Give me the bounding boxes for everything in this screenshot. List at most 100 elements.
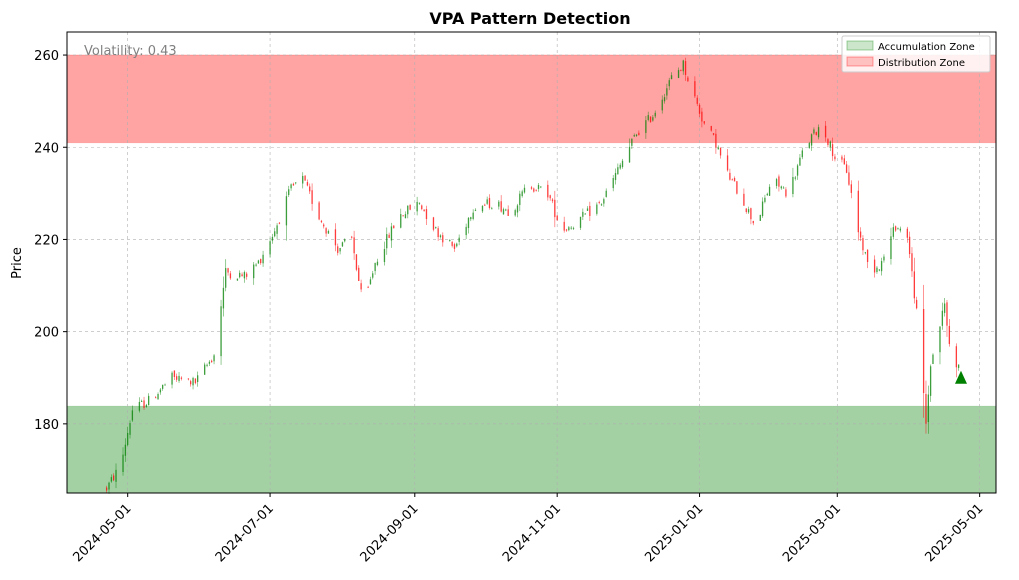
candle-up <box>801 150 803 158</box>
candle-up <box>876 267 878 273</box>
candle-up <box>668 80 670 87</box>
candle-down <box>834 156 836 160</box>
candle-down <box>696 97 698 104</box>
candle-down <box>500 201 502 212</box>
candle-down <box>437 228 439 238</box>
candle-up <box>404 214 407 219</box>
candle-up <box>465 226 467 236</box>
candle-down <box>154 397 157 399</box>
candle-up <box>883 256 885 261</box>
candle-up <box>614 172 617 181</box>
candle-up <box>418 202 421 204</box>
legend-label-distribution: Distribution Zone <box>878 58 965 69</box>
candle-up <box>635 134 638 136</box>
candle-up <box>271 236 274 241</box>
candle-up <box>792 176 794 195</box>
candle-up <box>178 375 180 381</box>
candle-up <box>374 262 376 272</box>
candle-up <box>204 364 206 375</box>
y-tick-label: 220 <box>34 233 59 248</box>
candle-up <box>108 482 110 490</box>
candle-down <box>488 198 491 209</box>
candle-up <box>939 326 941 353</box>
candle-down <box>913 271 916 299</box>
candle-up <box>449 239 451 241</box>
candle-down <box>425 209 428 220</box>
candle-up <box>666 88 668 96</box>
candle-up <box>621 160 624 168</box>
candle-up <box>586 208 589 211</box>
candle-down <box>715 133 717 148</box>
candle-up <box>633 135 635 137</box>
candle-down <box>925 393 927 424</box>
candle-up <box>516 205 519 213</box>
candle-down <box>843 158 845 165</box>
candle-up <box>568 227 570 231</box>
candle-up <box>236 278 239 281</box>
candle-up <box>208 361 211 364</box>
candle-up <box>390 226 393 241</box>
candle-up <box>115 469 117 482</box>
candle-up <box>764 197 766 202</box>
candle-down <box>451 241 453 246</box>
candle-up <box>808 143 810 149</box>
candle-up <box>456 243 458 247</box>
candle-up <box>192 377 194 386</box>
candle-up <box>631 138 633 146</box>
candle-up <box>159 389 162 393</box>
candle-up <box>140 400 143 402</box>
candle-up <box>654 112 656 117</box>
candle-up <box>126 432 129 446</box>
candle-up <box>386 234 388 249</box>
candle-up <box>537 185 540 189</box>
candle-up <box>878 269 880 271</box>
candle-up <box>943 303 946 313</box>
candle-down <box>684 61 687 75</box>
candle-up <box>682 60 684 72</box>
candle-up <box>213 355 215 362</box>
candle-up <box>302 175 304 184</box>
candle-up <box>383 248 386 263</box>
candle-down <box>227 268 229 273</box>
candle-up <box>661 99 663 111</box>
legend-label-accumulation: Accumulation Zone <box>878 42 975 53</box>
candle-down <box>194 378 197 384</box>
candle-down <box>351 236 353 238</box>
buy-signal-marker <box>954 370 967 384</box>
candle-down <box>848 172 850 185</box>
candle-down <box>736 181 738 194</box>
candle-down <box>873 259 876 273</box>
candle-up <box>400 214 402 228</box>
candle-up <box>570 227 572 229</box>
candle-up <box>262 254 264 264</box>
candle-down <box>533 188 535 192</box>
candle-down <box>694 81 696 97</box>
candle-up <box>899 228 901 231</box>
candle-down <box>726 155 729 171</box>
candle-up <box>612 178 614 189</box>
candle-down <box>827 139 829 146</box>
candle-up <box>157 394 159 400</box>
candle-up <box>540 186 542 188</box>
candle-up <box>890 236 892 260</box>
candle-down <box>752 220 754 224</box>
candle-up <box>579 216 582 228</box>
candle-up <box>239 272 241 278</box>
candle-up <box>813 129 815 134</box>
candle-up <box>290 184 292 189</box>
candle-up <box>794 177 796 179</box>
candle-down <box>743 193 745 206</box>
candle-up <box>255 264 257 266</box>
candle-down <box>547 184 549 198</box>
candle-down <box>173 370 176 377</box>
candle-down <box>442 235 444 243</box>
candle-up <box>491 208 493 210</box>
candle-up <box>372 273 374 278</box>
candle-up <box>523 187 526 193</box>
candle-up <box>605 190 607 197</box>
candle-down <box>649 116 652 123</box>
candle-up <box>647 115 649 120</box>
candle-up <box>220 306 222 357</box>
candle-up <box>864 252 866 254</box>
candle-up <box>344 239 346 242</box>
